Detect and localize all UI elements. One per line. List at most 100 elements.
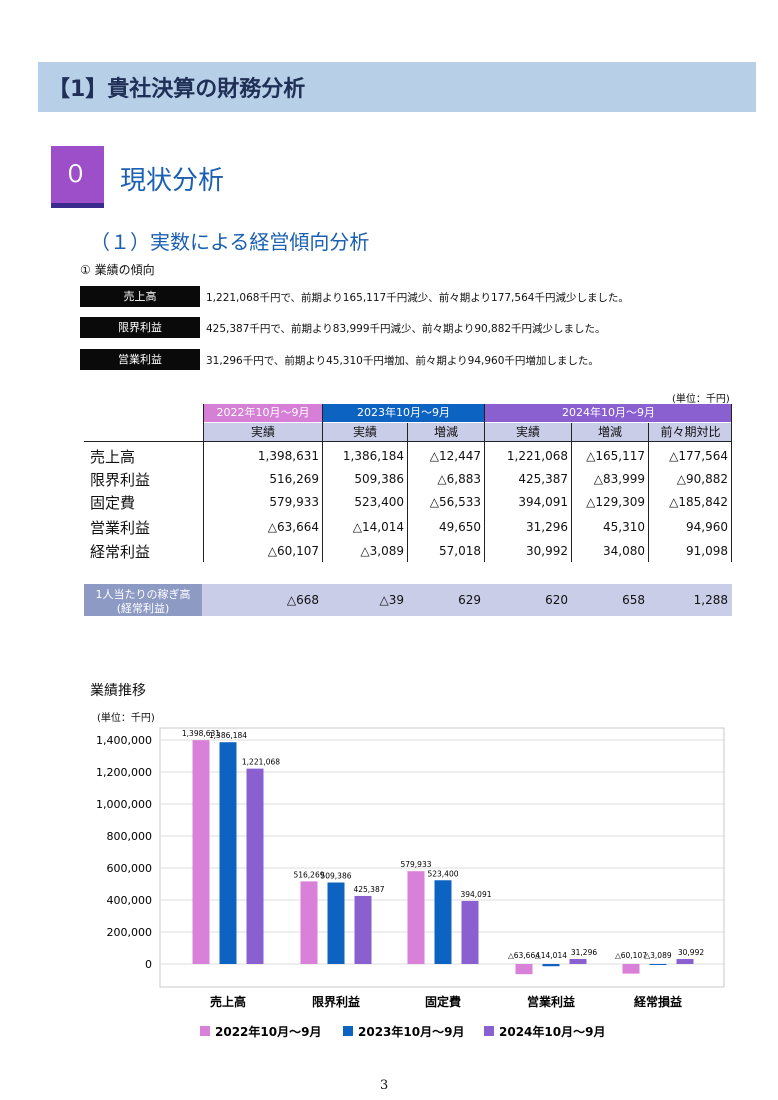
per-person-cell: 658 [622, 593, 645, 607]
bar-value-label: 1,398,631 [182, 729, 220, 738]
x-category-label: 固定費 [425, 994, 461, 1009]
bar-value-label: 394,091 [460, 890, 491, 899]
table-cell: △60,107 [267, 544, 319, 558]
page-number: 3 [380, 1078, 389, 1093]
table-cell: 30,992 [526, 544, 568, 558]
table-unit: (単位：千円) [672, 394, 730, 405]
section-title: 【1】貴社決算の財務分析 [48, 77, 306, 102]
table-cell: 91,098 [686, 544, 728, 558]
table-cell: △177,564 [669, 449, 728, 463]
table-row-label: 固定費 [90, 494, 136, 512]
legend-label: 2024年10月～9月 [499, 1024, 605, 1039]
bar [569, 958, 587, 964]
bar-value-label: 509,386 [320, 871, 351, 880]
bar-value-label: △60,107 [615, 951, 647, 960]
table-row-label: 営業利益 [90, 519, 151, 537]
per-person-cell: 629 [458, 593, 481, 607]
table-cell: △56,533 [429, 495, 481, 509]
bar-value-label: △63,664 [508, 951, 540, 960]
table-row-label: 経常利益 [90, 543, 151, 561]
table-cell: 57,018 [439, 544, 481, 558]
y-tick-label: 1,400,000 [96, 734, 152, 747]
bar-value-label: 30,992 [678, 948, 704, 957]
table-row-label: 売上高 [90, 448, 136, 466]
period-header-2024: 2024年10月～9月 [485, 404, 732, 422]
subheader-2022-actual: 実績 [250, 425, 275, 439]
table-cell: 94,960 [686, 520, 728, 534]
bar [354, 895, 372, 964]
section-title-bar: 【1】貴社決算の財務分析 [38, 62, 756, 112]
table-cell: △83,999 [593, 472, 645, 486]
subheader-2024-change: 増減 [597, 425, 622, 439]
table-cell: △90,882 [676, 472, 728, 486]
table-cell: 1,386,184 [342, 449, 404, 463]
table-cell: 509,386 [354, 472, 404, 486]
y-tick-label: 1,200,000 [96, 766, 152, 779]
y-tick-label: 600,000 [107, 862, 153, 875]
bar [246, 768, 264, 964]
subheader-2024-vs-two-years: 前々期対比 [660, 425, 721, 439]
table-cell: △63,664 [267, 520, 319, 534]
bar [515, 964, 533, 975]
x-category-label: 経常損益 [634, 994, 682, 1009]
x-category-label: 営業利益 [527, 994, 575, 1009]
summary-label-marginal-profit: 限界利益 [80, 317, 200, 338]
subheader-2024-actual: 実績 [515, 425, 540, 439]
bar [461, 900, 479, 964]
y-tick-label: 400,000 [107, 894, 153, 907]
table-cell: 523,400 [354, 495, 404, 509]
table-cell: 1,398,631 [257, 449, 319, 463]
table-vline [571, 423, 572, 562]
subsection-number-underline [51, 203, 104, 208]
table-vline [648, 423, 649, 562]
table-cell: 45,310 [603, 520, 645, 534]
bar [649, 964, 667, 965]
bar-value-label: 425,387 [353, 885, 384, 894]
bar-value-label: 1,386,184 [209, 731, 247, 740]
table-cell: 516,269 [269, 472, 319, 486]
bar [622, 964, 640, 974]
table-vline [731, 404, 732, 562]
bar [192, 740, 210, 964]
heading-analysis: （１）実数による経営傾向分析 [90, 230, 370, 254]
table-cell: △185,842 [669, 495, 728, 509]
bar-value-label: 1,221,068 [242, 758, 280, 767]
table-cell: 34,080 [603, 544, 645, 558]
y-tick-label: 800,000 [107, 830, 153, 843]
subsection-title: 現状分析 [120, 166, 225, 196]
table-cell: 579,933 [269, 495, 319, 509]
bar-value-label: 579,933 [400, 860, 431, 869]
summary-label-operating-profit: 営業利益 [80, 349, 200, 370]
per-person-cell: △668 [286, 593, 319, 607]
per-person-label-line1: 1人当たりの稼ぎ高 [95, 588, 191, 601]
bar [434, 880, 452, 964]
table-row-label: 限界利益 [90, 471, 151, 489]
bar [219, 742, 237, 964]
summary-text-sales: 1,221,068千円で、前期より165,117千円減少、前々期より177,56… [206, 292, 629, 304]
table-cell: △129,309 [586, 495, 645, 509]
legend-label: 2022年10月～9月 [215, 1024, 321, 1039]
y-tick-label: 1,000,000 [96, 798, 152, 811]
table-cell: △3,089 [360, 544, 404, 558]
chart-unit: (単位：千円) [97, 713, 155, 724]
legend-swatch [343, 1026, 353, 1036]
bar [542, 964, 560, 967]
bar-value-label: 31,296 [571, 948, 597, 957]
per-person-label-line2: (経常利益) [116, 602, 170, 615]
bar [676, 959, 694, 964]
period-header-2023: 2023年10月～9月 [323, 404, 484, 422]
table-cell: 394,091 [518, 495, 568, 509]
table-cell: 31,296 [526, 520, 568, 534]
x-category-label: 限界利益 [312, 994, 360, 1009]
bar [407, 871, 425, 964]
table-cell: △14,014 [352, 520, 404, 534]
per-person-cell: 1,288 [693, 593, 728, 607]
table-vline [407, 423, 408, 562]
heading-performance-trend: ① 業績の傾向 [80, 263, 155, 277]
per-person-cell: △39 [379, 593, 405, 607]
table-cell: △6,883 [437, 472, 481, 486]
table-vline [203, 404, 204, 562]
table-cell: 49,650 [439, 520, 481, 534]
period-header-2022: 2022年10月～9月 [204, 404, 322, 422]
